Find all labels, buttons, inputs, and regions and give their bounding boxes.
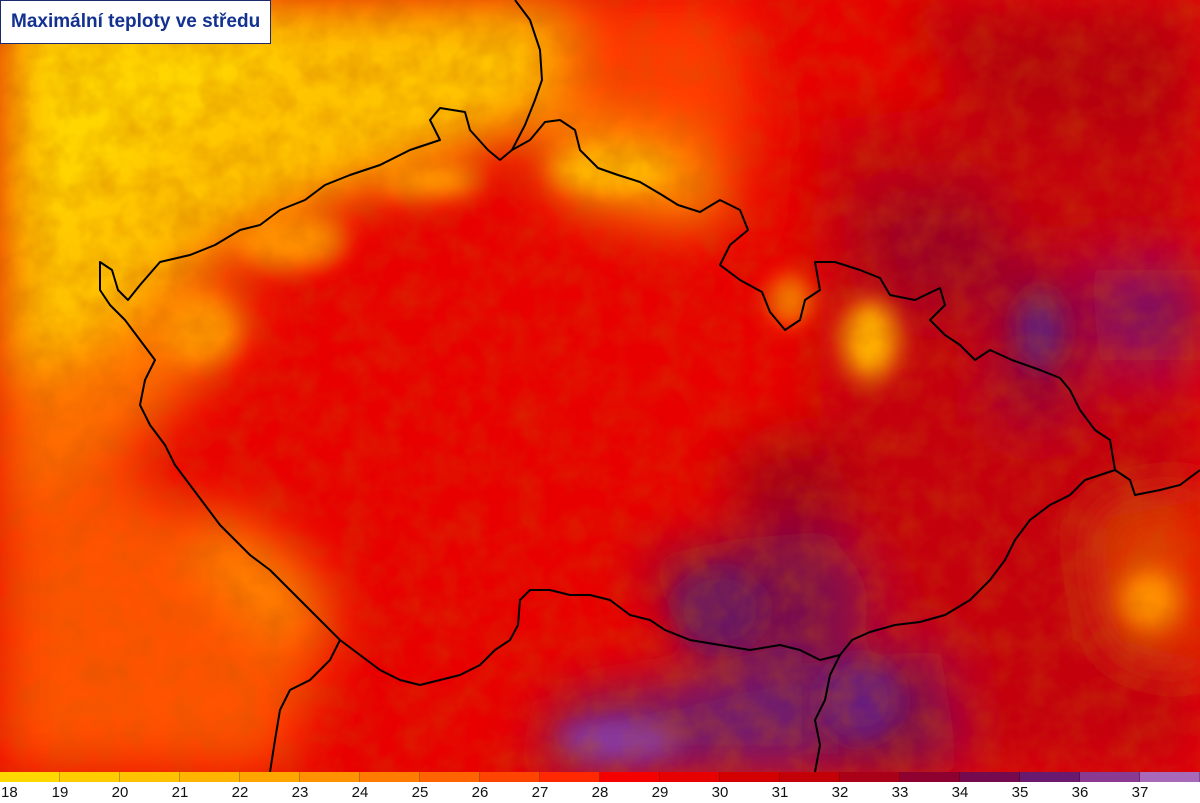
neighbor-border-east xyxy=(1114,469,1200,497)
legend-swatch xyxy=(180,772,240,782)
legend-swatch xyxy=(1080,772,1140,782)
map-title: Maximální teploty ve středu xyxy=(11,11,261,32)
legend-label: 24 xyxy=(351,784,369,801)
legend-swatch xyxy=(240,772,300,782)
legend-label: 22 xyxy=(231,784,249,801)
neighbor-border-south xyxy=(813,654,841,772)
legend-swatch xyxy=(300,772,360,782)
legend-swatch xyxy=(1140,772,1200,782)
legend-swatch xyxy=(1020,772,1080,782)
legend-label: 35 xyxy=(1011,784,1029,801)
legend-label: 19 xyxy=(51,784,69,801)
legend-swatch xyxy=(120,772,180,782)
legend-swatch xyxy=(960,772,1020,782)
legend-label: 23 xyxy=(291,784,309,801)
temperature-field xyxy=(0,0,1200,772)
legend-color-bar xyxy=(0,772,1200,782)
legend-labels: 18 19 20 21 22 23 24 25 26 27 28 29 30 31 32 33 34 35 36 37 xyxy=(0,782,1200,803)
legend-label: 31 xyxy=(771,784,789,801)
legend-label: 18 xyxy=(1,784,18,801)
legend-swatch xyxy=(780,772,840,782)
legend-label: 20 xyxy=(111,784,129,801)
country-border xyxy=(99,107,1116,686)
legend-label: 28 xyxy=(591,784,609,801)
temperature-legend: 18 19 20 21 22 23 24 25 26 27 28 29 30 31 32 33 34 35 36 37 xyxy=(0,772,1200,803)
legend-label: 32 xyxy=(831,784,849,801)
legend-swatch xyxy=(840,772,900,782)
legend-swatch xyxy=(900,772,960,782)
legend-label: 21 xyxy=(171,784,189,801)
legend-swatch xyxy=(0,772,60,782)
legend-label: 37 xyxy=(1131,784,1149,801)
legend-label: 33 xyxy=(891,784,909,801)
legend-swatch xyxy=(360,772,420,782)
legend-label: 25 xyxy=(411,784,429,801)
legend-swatch xyxy=(720,772,780,782)
legend-swatch xyxy=(660,772,720,782)
legend-label: 36 xyxy=(1071,784,1089,801)
neighbor-border-north xyxy=(511,0,544,151)
legend-label: 34 xyxy=(951,784,969,801)
legend-label: 30 xyxy=(711,784,729,801)
legend-label: 27 xyxy=(531,784,549,801)
map-title-box: Maximální teploty ve středu xyxy=(0,0,272,44)
legend-swatch xyxy=(480,772,540,782)
temperature-map xyxy=(0,0,1200,772)
legend-swatch xyxy=(420,772,480,782)
legend-label: 26 xyxy=(471,784,489,801)
legend-swatch xyxy=(540,772,600,782)
legend-label: 29 xyxy=(651,784,669,801)
legend-swatch xyxy=(60,772,120,782)
neighbor-border-southwest xyxy=(269,639,341,772)
legend-swatch xyxy=(600,772,660,782)
